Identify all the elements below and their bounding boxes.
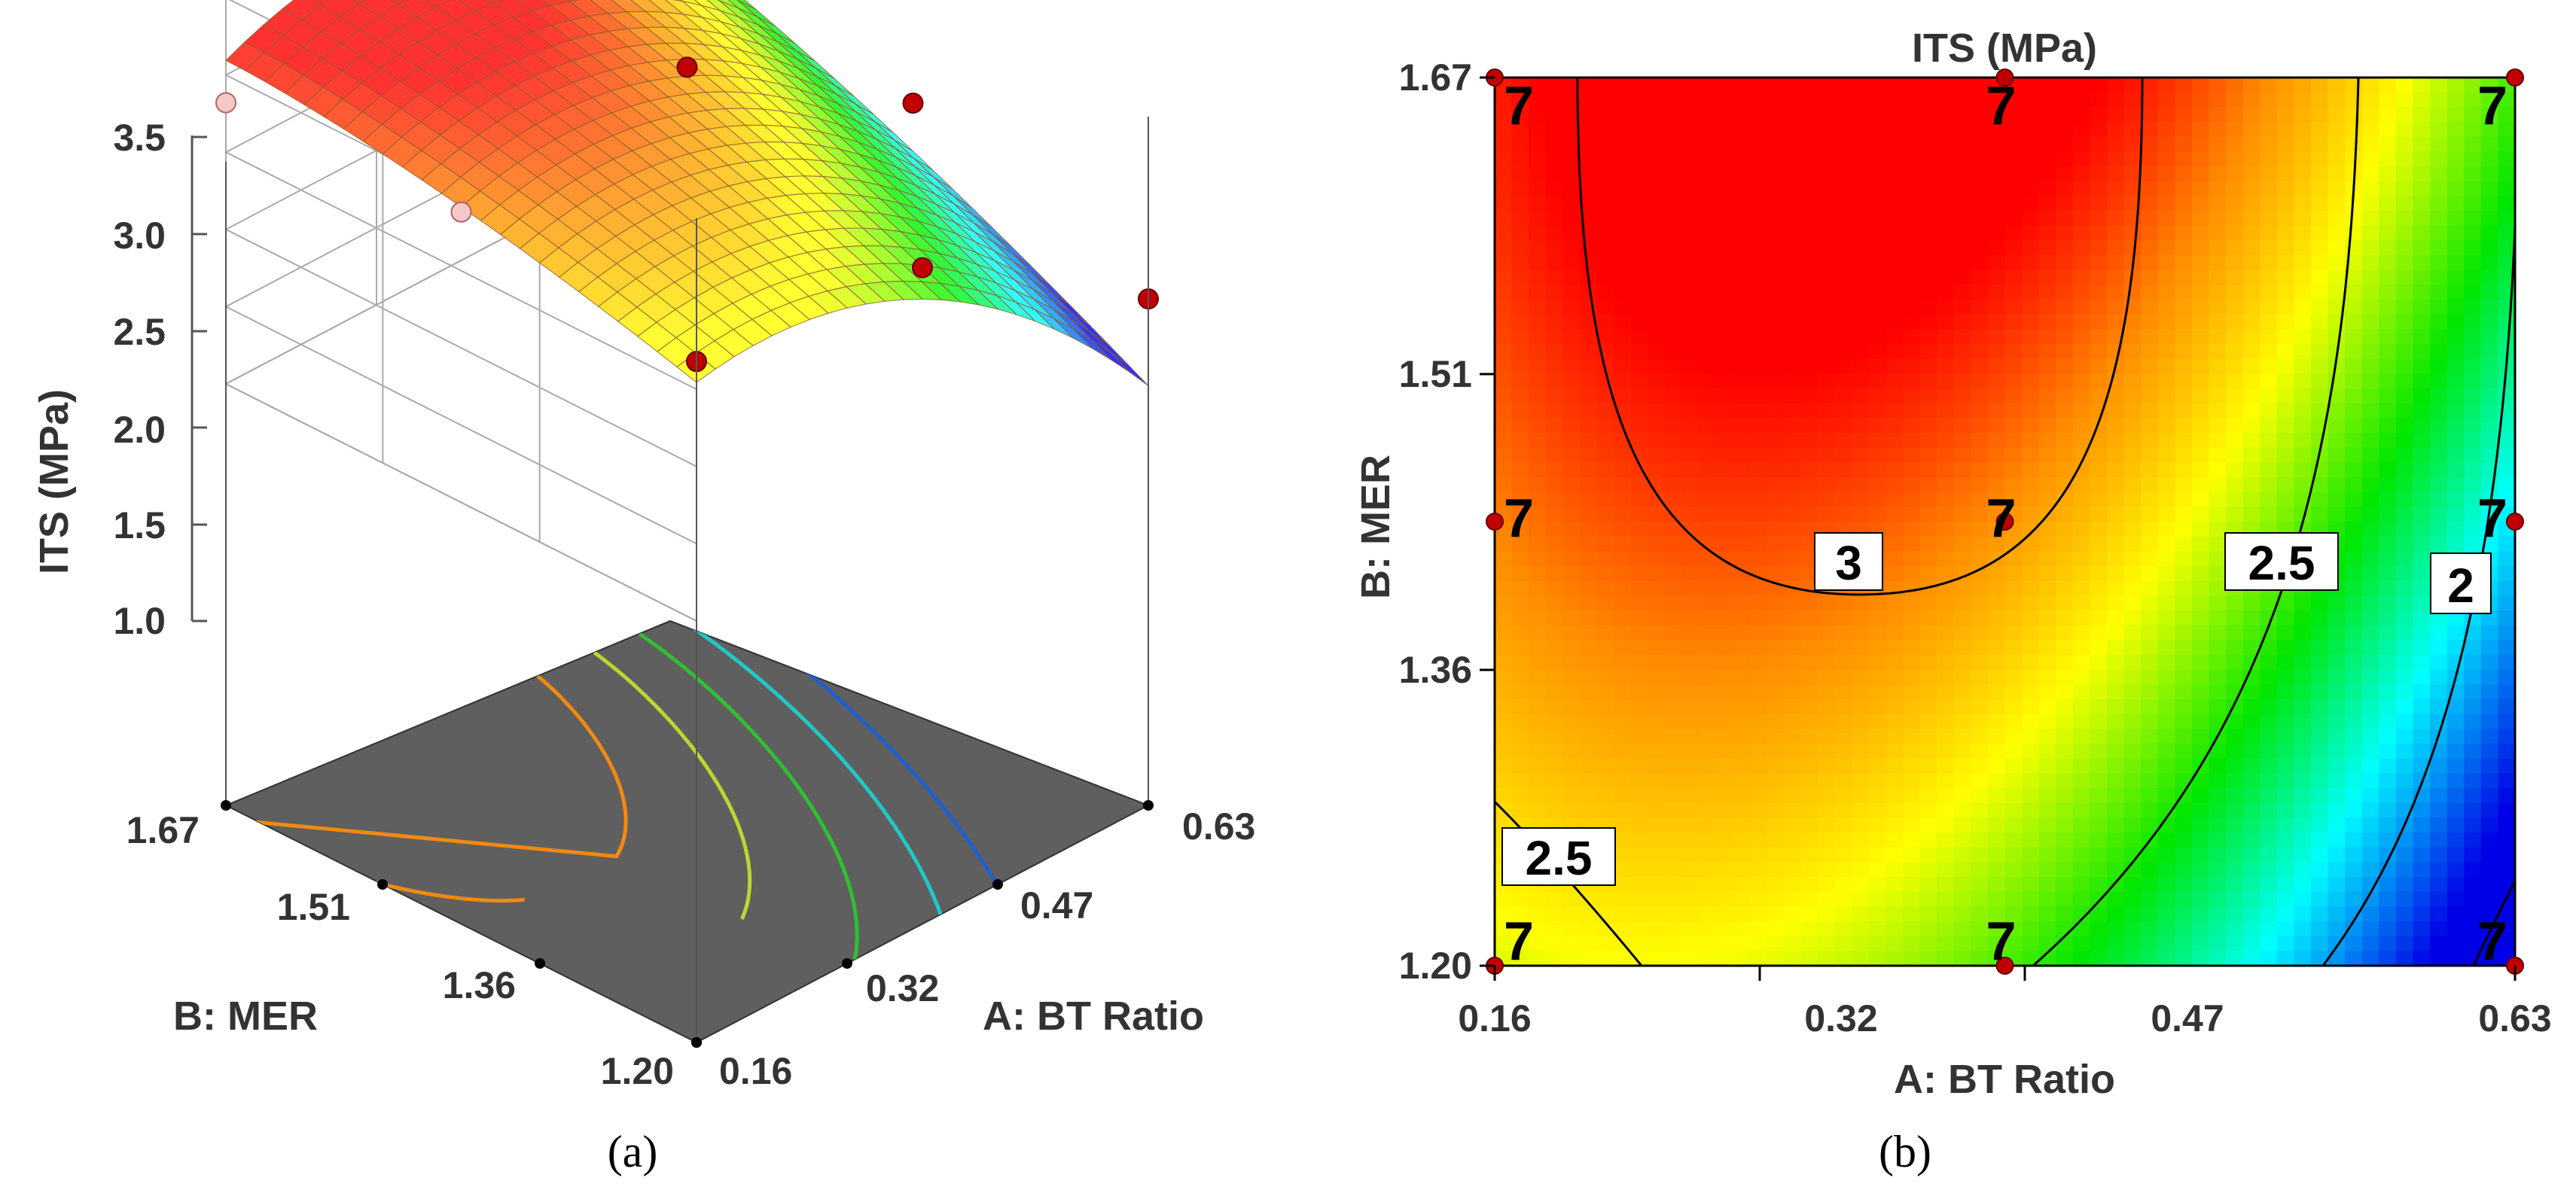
contour-label: 2.5	[2248, 536, 2315, 590]
a-tick-label: 0.16	[719, 1050, 792, 1092]
replicate-count-label: 7	[1986, 76, 2016, 136]
contour-title: ITS (MPa)	[1912, 26, 2097, 71]
replicate-count-label: 7	[2477, 488, 2507, 549]
y-tick-label: 1.51	[1399, 353, 1472, 395]
y-tick-label: 1.20	[1399, 945, 1472, 987]
b-tick-label: 1.67	[127, 809, 200, 851]
z-tick-label: 3.0	[113, 215, 166, 257]
contour-line-1.5	[2472, 880, 2515, 966]
z-tick-marks	[192, 135, 207, 622]
design-point	[912, 257, 933, 278]
design-point	[1995, 957, 2014, 975]
design-point	[902, 93, 924, 114]
b-tick-label: 1.36	[443, 964, 516, 1006]
design-point	[450, 201, 472, 223]
contour-x-tick-marks	[1480, 76, 2517, 981]
contour-labels: 3 2.5 2 2.5	[1501, 532, 2492, 886]
a-axis-ticks: 0.16 0.32 0.47 0.63	[719, 805, 1255, 1092]
a-tick-label: 0.63	[1182, 805, 1255, 848]
z-tick-label: 2.5	[113, 311, 166, 353]
design-point	[1995, 68, 2014, 87]
contour-x-axis-title: A: BT Ratio	[1894, 1057, 2115, 1102]
b-axis-ticks: 1.67 1.51 1.36 1.20	[127, 809, 674, 1092]
base-contours	[226, 621, 998, 960]
z-tick-label: 1.5	[113, 504, 166, 546]
x-tick-label: 0.32	[1804, 997, 1877, 1039]
replicate-count-label: 7	[1504, 488, 1534, 549]
a-tick-label: 0.32	[866, 967, 939, 1009]
a-axis-title: A: BT Ratio	[983, 994, 1204, 1039]
b-tick-label: 1.51	[277, 886, 350, 928]
z-axis-title: ITS (MPa)	[32, 389, 77, 574]
panel-label-a: (a)	[608, 1127, 658, 1176]
contour-plot-panel: 3 2.5 2 2.5 7 7 7 7 7 7 7 7 7 0.16 0.32 0.47 0.6…	[1353, 26, 2552, 1176]
panel-label-b: (b)	[1879, 1127, 1931, 1176]
b-axis-title: B: MER	[173, 994, 318, 1039]
a-axis-tick-dots	[691, 800, 1154, 1048]
contour-x-ticks: 0.16 0.32 0.47 0.63	[1458, 997, 2551, 1039]
contour-label: 2	[2447, 558, 2474, 613]
a-tick-label: 0.47	[1020, 884, 1093, 927]
z-tick-label: 1.0	[113, 600, 166, 642]
x-tick-label: 0.63	[2478, 997, 2551, 1039]
y-tick-label: 1.67	[1399, 56, 1472, 99]
z-ticks: 1.0 1.5 2.0 2.5 3.0 3.5	[113, 117, 166, 642]
contour-line-3	[1576, 78, 2144, 596]
response-surface-mesh	[224, 0, 1149, 386]
z-tick-label: 2.0	[113, 409, 166, 451]
contour-line-2	[2321, 225, 2515, 966]
contour-label: 2.5	[1526, 831, 1593, 885]
x-tick-label: 0.16	[1458, 997, 1531, 1039]
replicate-count-label: 7	[2477, 912, 2507, 972]
design-point	[2506, 68, 2524, 87]
design-point	[2506, 513, 2524, 531]
contour-label: 3	[1835, 536, 1862, 590]
b-tick-label: 1.20	[601, 1050, 674, 1092]
y-tick-label: 1.36	[1399, 649, 1472, 691]
contour-y-ticks: 1.20 1.36 1.51 1.67	[1399, 56, 1472, 987]
replicate-count-label: 7	[1986, 488, 2016, 549]
replicate-count-label: 7	[2477, 76, 2507, 136]
design-point	[676, 56, 698, 78]
contour-design-points: 7 7 7 7 7 7 7 7 7	[1486, 68, 2524, 975]
replicate-count-label: 7	[1986, 912, 2016, 972]
design-point	[215, 92, 236, 114]
replicate-count-label: 7	[1504, 912, 1534, 972]
design-point	[1995, 513, 2014, 531]
design-point	[1486, 513, 1504, 531]
z-tick-label: 3.5	[113, 117, 166, 159]
contour-y-axis-title: B: MER	[1353, 455, 1398, 599]
surface-plot-panel: 1.0 1.5 2.0 2.5 3.0 3.5 ITS (MPa) 1.67 1…	[32, 0, 1255, 1176]
x-tick-label: 0.47	[2151, 997, 2224, 1039]
replicate-count-label: 7	[1504, 76, 1534, 136]
